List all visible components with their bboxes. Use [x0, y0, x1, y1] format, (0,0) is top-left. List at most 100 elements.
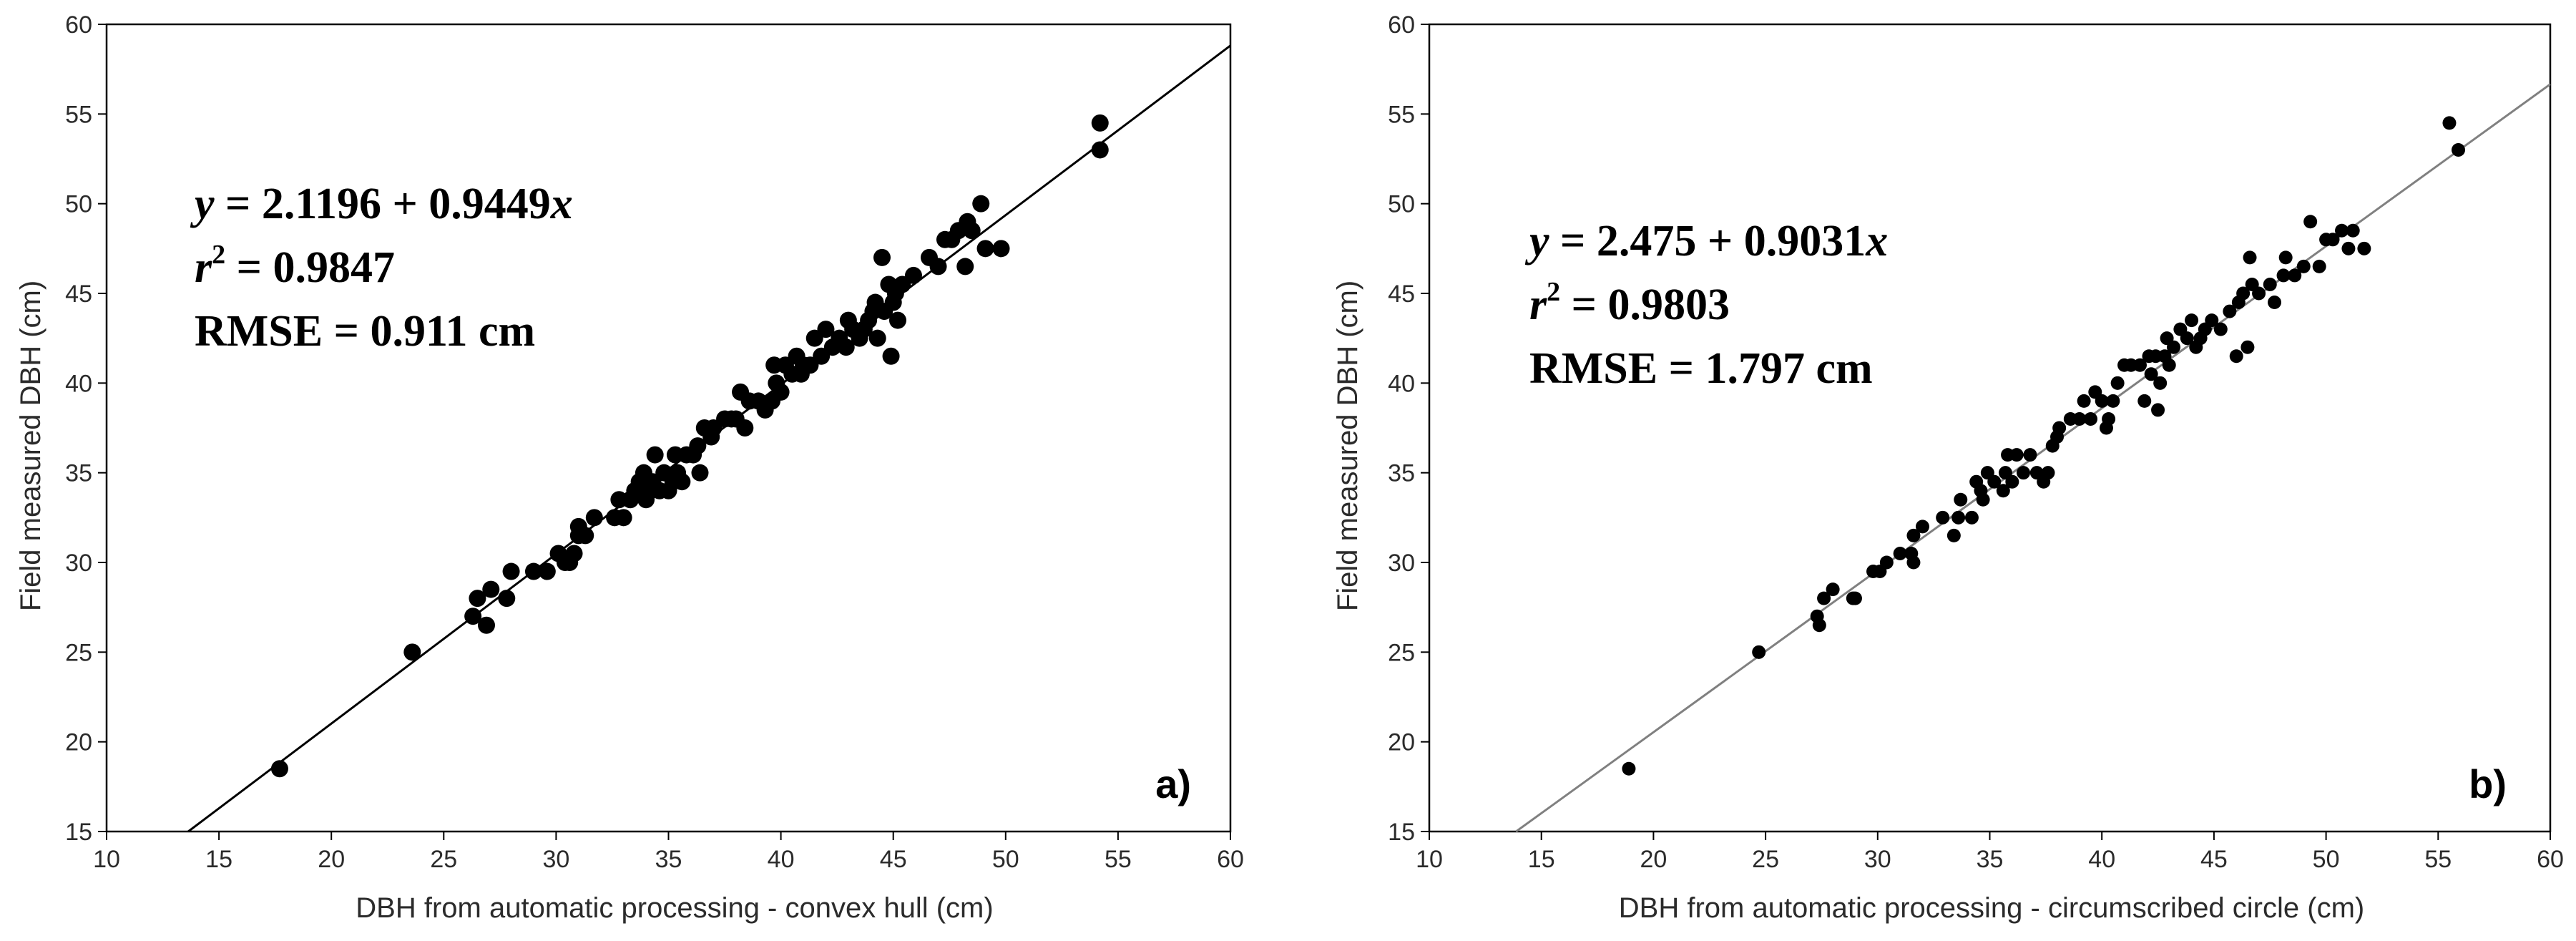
chart-b-point — [2312, 259, 2326, 273]
chart-b-equation: y = 2.475 + 0.9031x — [1524, 217, 1888, 265]
chart-b-point — [1817, 591, 1831, 605]
chart-b-y-axis-label: Field measured DBH (cm) — [1332, 281, 1363, 611]
chart-a-point — [882, 347, 900, 365]
chart-b-point — [2252, 286, 2266, 301]
chart-a-y-tick-label: 50 — [65, 191, 92, 218]
chart-a-point — [565, 545, 583, 562]
chart-b-x-tick-label: 25 — [1752, 846, 1779, 873]
chart-a-equation: y = 2.1196 + 0.9449x — [190, 180, 573, 228]
chart-b-y-tick-label: 25 — [1388, 639, 1415, 666]
chart-b-x-axis-label: DBH from automatic processing - circumsc… — [1619, 892, 2364, 924]
chart-b-point — [2223, 304, 2237, 318]
panel-b: 10 15 20 25 30 35 40 45 50 55 60 15 20 25 30 35 40 45 50 55… — [1322, 0, 2576, 941]
chart-b-point — [2341, 241, 2356, 255]
chart-a-point — [673, 473, 691, 491]
chart-a-point — [403, 643, 421, 661]
chart-b-point — [2278, 250, 2293, 265]
chart-a-point — [498, 590, 516, 608]
chart-a-point — [1091, 114, 1109, 132]
chart-b-x-tick-label: 35 — [1977, 846, 2004, 873]
chart-a-y-tick-label: 40 — [65, 370, 92, 397]
chart-b-point — [2180, 331, 2194, 346]
chart-b-y-tick-label: 35 — [1388, 460, 1415, 487]
chart-b-point — [2240, 340, 2255, 354]
chart-b-x-tick-label: 60 — [2537, 846, 2564, 873]
chart-a-point — [538, 562, 556, 580]
chart-b-x-tick-label: 15 — [1528, 846, 1555, 873]
chart-a-point — [736, 419, 754, 437]
chart-a-point — [577, 527, 594, 545]
chart-b-point — [2452, 142, 2466, 157]
chart-b-point — [1752, 645, 1766, 659]
chart-b-point — [2052, 421, 2067, 435]
chart-a-point — [689, 437, 707, 455]
chart-b-point — [1976, 492, 1990, 507]
chart-b-point — [1954, 492, 1968, 507]
chart-b-point — [2268, 296, 2282, 310]
chart-b-svg: 10 15 20 25 30 35 40 45 50 55 60152025303540455055… — [1332, 11, 2564, 924]
chart-a-point — [614, 509, 632, 527]
chart-a-point — [992, 240, 1010, 258]
chart-b-point — [1987, 474, 2002, 489]
chart-a-point — [646, 446, 664, 464]
chart-b-point — [2023, 448, 2037, 462]
chart-b-point — [2132, 358, 2147, 372]
chart-b-point — [2041, 466, 2055, 480]
chart-b-point — [1936, 510, 1950, 525]
chart-b-x-tick-label: 50 — [2313, 846, 2340, 873]
chart-b-y-tick-label: 60 — [1388, 11, 1415, 39]
chart-b-point — [2303, 215, 2318, 229]
chart-b-point — [2243, 250, 2257, 265]
chart-b-x-tick-label: 45 — [2200, 846, 2228, 873]
chart-b-point — [2144, 367, 2158, 381]
chart-b-point — [2072, 411, 2087, 426]
chart-a-panel-label: a) — [1155, 761, 1191, 806]
chart-a-point — [873, 248, 891, 266]
chart-b-point — [2213, 322, 2228, 336]
chart-a-point — [929, 258, 947, 276]
chart-b-marks: 10 15 20 25 30 35 40 45 50 55 60152025303540455055… — [1388, 11, 2564, 873]
chart-a-point — [817, 321, 835, 338]
chart-b-point — [2077, 394, 2091, 408]
chart-a-point — [868, 329, 886, 347]
chart-a-point — [888, 311, 906, 329]
chart-a-r2: r2 = 0.9847 — [195, 240, 395, 292]
chart-a-plot-frame — [105, 23, 1232, 833]
chart-b-x-tick-label: 20 — [1640, 846, 1667, 873]
chart-b-plot-frame — [1428, 23, 2552, 833]
chart-a-point — [585, 509, 603, 527]
chart-b-point — [2153, 376, 2168, 390]
chart-a-y-tick-label: 25 — [65, 639, 92, 666]
chart-b-point — [1964, 510, 1979, 525]
chart-a-rmse: RMSE = 0.911 cm — [195, 307, 535, 356]
chart-a-point — [477, 616, 495, 634]
chart-a-point — [502, 562, 520, 580]
chart-a-y-axis-label: Field measured DBH (cm) — [15, 281, 46, 611]
chart-b-point — [2296, 259, 2311, 273]
chart-b-rmse: RMSE = 1.797 cm — [1529, 344, 1873, 393]
chart-a-point — [464, 608, 482, 625]
chart-b-point — [1812, 618, 1826, 633]
chart-b-x-tick-label: 10 — [1416, 846, 1443, 873]
chart-b-y-tick-label: 55 — [1388, 101, 1415, 128]
chart-a-x-tick-label: 15 — [205, 846, 232, 873]
chart-a-point — [963, 222, 981, 240]
chart-b-point — [1893, 546, 1907, 560]
chart-b-y-tick-label: 50 — [1388, 191, 1415, 218]
chart-b-r2: r2 = 0.9803 — [1529, 277, 1730, 329]
chart-b-point — [2102, 411, 2116, 426]
chart-b-point — [2106, 394, 2120, 408]
chart-b-point — [2357, 241, 2371, 255]
chart-b-point — [1879, 555, 1894, 570]
chart-b-panel-label: b) — [2469, 761, 2507, 806]
chart-a-point — [1091, 141, 1109, 159]
chart-b-point — [1848, 591, 1862, 605]
chart-a-y-tick-label: 30 — [65, 550, 92, 577]
chart-b-x-tick-label: 40 — [2088, 846, 2115, 873]
chart-a-point — [524, 562, 542, 580]
chart-b-point — [2229, 349, 2243, 364]
chart-b-point — [1951, 510, 1966, 525]
chart-b-point — [2276, 268, 2291, 283]
chart-a-x-tick-label: 40 — [768, 846, 795, 873]
chart-b-point — [2185, 313, 2199, 328]
